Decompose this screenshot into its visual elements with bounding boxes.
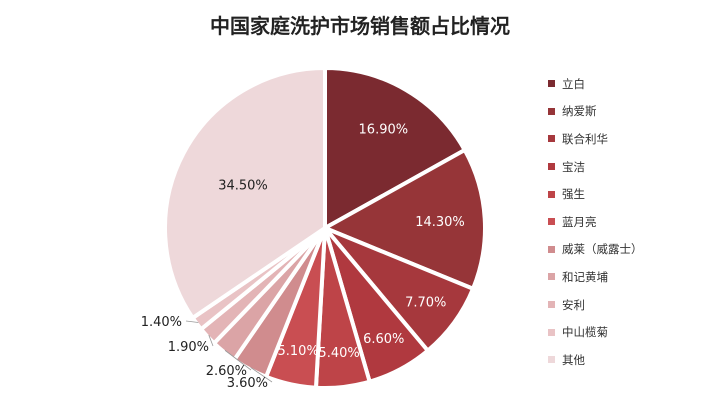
legend-label: 安利 [562,297,585,312]
legend-swatch [548,80,555,88]
legend-label: 其他 [562,352,585,367]
legend: 立白纳爱斯联合利华宝洁强生蓝月亮威莱（威露士） 和记黄埔安利中山榄菊其他 [548,70,643,374]
legend-swatch [548,328,555,336]
legend-item: 中山榄菊 [548,318,643,346]
leader-line-8 [224,350,252,371]
slice-value-label-9: 1.90% [168,340,209,355]
legend-label: 联合利华 [562,131,608,146]
legend-item: 蓝月亮 [548,208,643,236]
slice-value-label-3: 7.70% [405,296,446,311]
slice-value-label-6: 5.10% [278,344,319,359]
legend-label: 宝洁 [562,159,585,174]
legend-item: 威莱（威露士） [548,236,643,264]
slice-value-label-10: 1.40% [141,315,182,330]
slice-value-label-4: 6.60% [363,332,404,347]
pie-slice-11 [163,66,327,320]
legend-swatch [548,245,555,253]
legend-item: 联合利华 [548,125,643,153]
legend-swatch [548,190,555,198]
leader-line-10 [185,320,199,323]
legend-item: 其他 [548,346,643,374]
legend-item: 宝洁 [548,153,643,181]
legend-swatch [548,301,555,309]
legend-label: 强生 [562,187,585,202]
slice-value-label-11: 34.50% [218,179,268,194]
legend-label: 立白 [562,76,585,91]
legend-swatch [548,218,555,226]
leader-line-7 [250,367,273,383]
legend-item: 和记黄埔 [548,263,643,291]
leader-line-9 [208,334,214,347]
slice-value-label-2: 14.30% [415,215,465,230]
legend-swatch [548,273,555,281]
legend-swatch [548,356,555,364]
legend-item: 纳爱斯 [548,98,643,126]
slice-value-label-5: 5.40% [318,346,359,361]
legend-swatch [548,135,555,143]
pie-slice-1 [323,66,467,230]
legend-item: 立白 [548,70,643,98]
slice-value-label-1: 16.90% [359,123,409,138]
chart-title: 中国家庭洗护市场销售额占比情况 [210,14,510,38]
legend-item: 强生 [548,180,643,208]
legend-swatch [548,107,555,115]
slice-value-label-7: 3.60% [227,376,268,391]
legend-label: 中山榄菊 [562,325,608,340]
pie-slice-2 [323,148,487,291]
legend-label: 和记黄埔 [562,269,608,284]
legend-swatch [548,163,555,171]
legend-label: 蓝月亮 [562,214,597,229]
legend-label: 纳爱斯 [562,104,597,119]
legend-label: 威莱（威露士） [562,242,643,257]
legend-item: 安利 [548,291,643,319]
slice-value-label-8: 2.60% [206,364,247,379]
